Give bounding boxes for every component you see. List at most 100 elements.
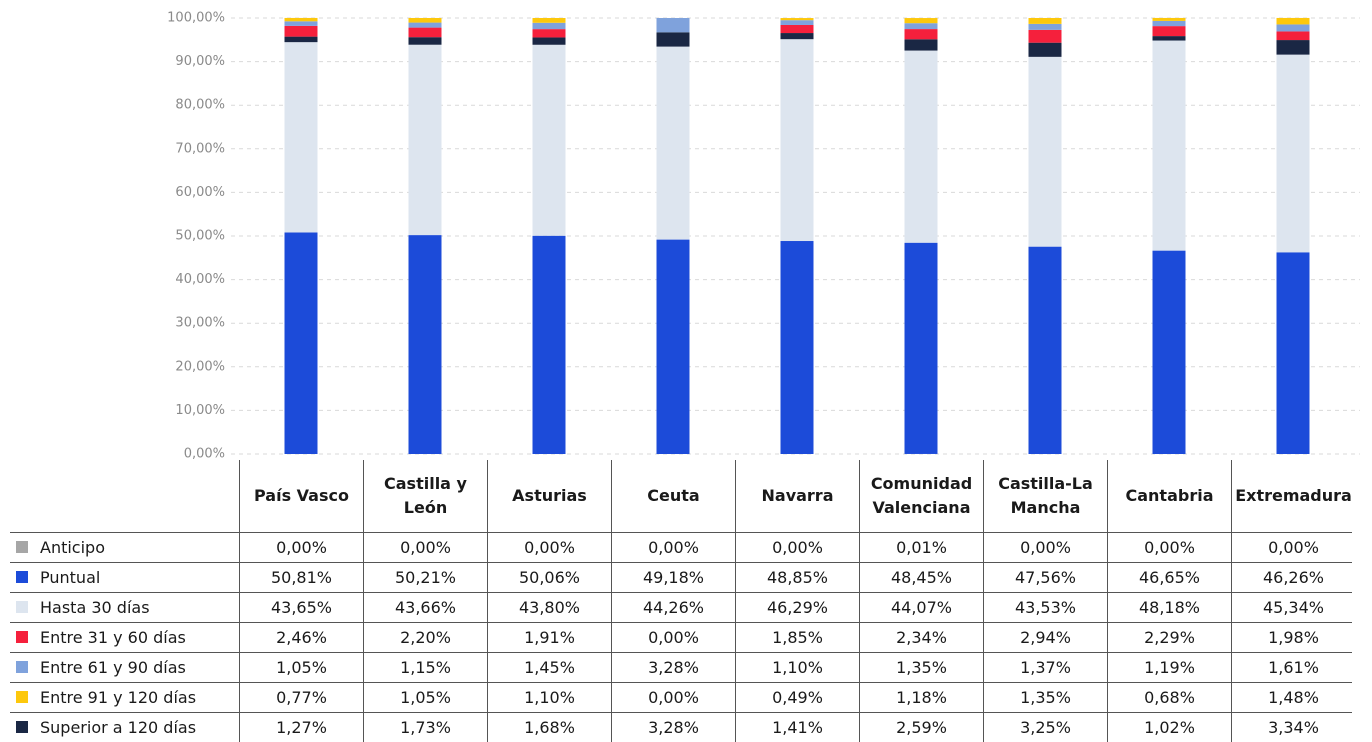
- y-tick-label: 90,00%: [175, 54, 225, 69]
- bar-segment: [904, 50, 938, 243]
- table-cell: 1,05%: [363, 682, 487, 712]
- bar-segment: [408, 37, 442, 45]
- table-cell: 3,34%: [1231, 712, 1355, 742]
- bar-segment: [532, 29, 566, 38]
- y-tick-label: 0,00%: [184, 447, 225, 462]
- legend-label: Entre 31 y 60 días: [40, 627, 186, 647]
- bar-segment: [904, 29, 938, 40]
- bar-segment: [532, 235, 566, 454]
- bar-segment: [1152, 17, 1186, 21]
- bar-segment: [1028, 18, 1062, 24]
- table-cell: 1,61%: [1231, 652, 1355, 682]
- bar-segment: [1152, 26, 1186, 37]
- table-cell: 1,10%: [487, 682, 611, 712]
- bar-segment: [532, 22, 566, 30]
- table-cell: 48,45%: [859, 562, 983, 592]
- table-cell: 50,81%: [239, 562, 363, 592]
- column-header: Navarra: [735, 460, 859, 532]
- legend-swatch: [16, 571, 28, 583]
- column-header: País Vasco: [239, 460, 363, 532]
- table-cell: 0,00%: [611, 532, 735, 562]
- table-cell: 0,00%: [1231, 532, 1355, 562]
- bar-segment: [408, 18, 442, 23]
- table-cell: 0,01%: [859, 532, 983, 562]
- column-header: Castilla-La Mancha: [983, 460, 1107, 532]
- table-row: [10, 622, 1352, 652]
- table-cell: 2,94%: [983, 622, 1107, 652]
- legend-label: Hasta 30 días: [40, 597, 150, 617]
- y-tick-label: 80,00%: [175, 98, 225, 113]
- table-cell: 1,48%: [1231, 682, 1355, 712]
- bar-segment: [284, 42, 318, 233]
- legend-swatch: [16, 601, 28, 613]
- bar-segment: [656, 46, 690, 240]
- table-cell: 1,19%: [1107, 652, 1231, 682]
- bar-segment: [408, 44, 442, 236]
- legend-label: Entre 91 y 120 días: [40, 687, 197, 707]
- bar-segment: [1276, 17, 1310, 25]
- table-cell: 1,37%: [983, 652, 1107, 682]
- bar-segment: [284, 36, 318, 43]
- table-cell: 1,10%: [735, 652, 859, 682]
- bar-segment: [1276, 31, 1310, 41]
- table-row: [10, 532, 1352, 562]
- table-cell: 3,25%: [983, 712, 1107, 742]
- bar-segment: [408, 27, 442, 38]
- legend-label: Superior a 120 días: [40, 717, 197, 737]
- table-cell: 0,00%: [239, 532, 363, 562]
- table-cell: 0,77%: [239, 682, 363, 712]
- bar-segment: [1028, 56, 1062, 247]
- bar-segment: [1152, 20, 1186, 27]
- y-tick-label: 10,00%: [175, 403, 225, 418]
- bar-segment: [1152, 36, 1186, 41]
- table-cell: 0,00%: [611, 622, 735, 652]
- legend-label: Anticipo: [40, 537, 105, 557]
- y-tick-label: 40,00%: [175, 272, 225, 287]
- bar-segment: [284, 17, 318, 22]
- legend-swatch: [16, 691, 28, 703]
- table-cell: 50,21%: [363, 562, 487, 592]
- column-header: Comunidad Valenciana: [859, 460, 983, 532]
- column-header: Asturias: [487, 460, 611, 532]
- bar-segment: [1028, 246, 1062, 454]
- bar-segment: [780, 241, 814, 454]
- bar-segment: [904, 39, 938, 51]
- y-tick-label: 50,00%: [175, 229, 225, 244]
- table-cell: 46,65%: [1107, 562, 1231, 592]
- table-row: [10, 652, 1352, 682]
- y-tick-label: 100,00%: [167, 11, 225, 26]
- bar-segment: [408, 235, 442, 454]
- table-row: [10, 562, 1352, 592]
- table-cell: 2,34%: [859, 622, 983, 652]
- column-header: Extremadura: [1231, 460, 1355, 532]
- legend-label: Puntual: [40, 567, 101, 587]
- y-tick-label: 20,00%: [175, 359, 225, 374]
- table-cell: 1,27%: [239, 712, 363, 742]
- table-row: [10, 712, 1352, 742]
- bar-segment: [780, 33, 814, 40]
- table-cell: 0,00%: [487, 532, 611, 562]
- table-cell: 47,56%: [983, 562, 1107, 592]
- bar-segment: [1276, 252, 1310, 454]
- table-cell: 1,91%: [487, 622, 611, 652]
- legend-label: Entre 61 y 90 días: [40, 657, 186, 677]
- legend-swatch: [16, 631, 28, 643]
- table-row: [10, 682, 1352, 712]
- table-cell: 1,18%: [859, 682, 983, 712]
- bar-segment: [780, 24, 814, 34]
- table-cell: 49,18%: [611, 562, 735, 592]
- table-cell: 44,07%: [859, 592, 983, 622]
- legend-swatch: [16, 661, 28, 673]
- row-label: Puntual: [16, 562, 100, 592]
- bar-segment: [904, 23, 938, 30]
- column-header: Ceuta: [611, 460, 735, 532]
- table-cell: 43,80%: [487, 592, 611, 622]
- table-cell: 0,00%: [611, 682, 735, 712]
- table-cell: 2,46%: [239, 622, 363, 652]
- table-cell: 3,28%: [611, 652, 735, 682]
- table-row: [10, 592, 1352, 622]
- bar-segment: [904, 18, 938, 24]
- row-label: Entre 31 y 60 días: [16, 622, 186, 652]
